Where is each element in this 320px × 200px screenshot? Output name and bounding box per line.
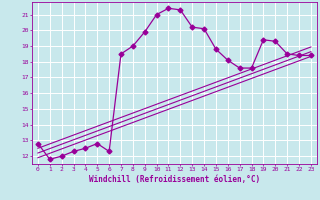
X-axis label: Windchill (Refroidissement éolien,°C): Windchill (Refroidissement éolien,°C) xyxy=(89,175,260,184)
